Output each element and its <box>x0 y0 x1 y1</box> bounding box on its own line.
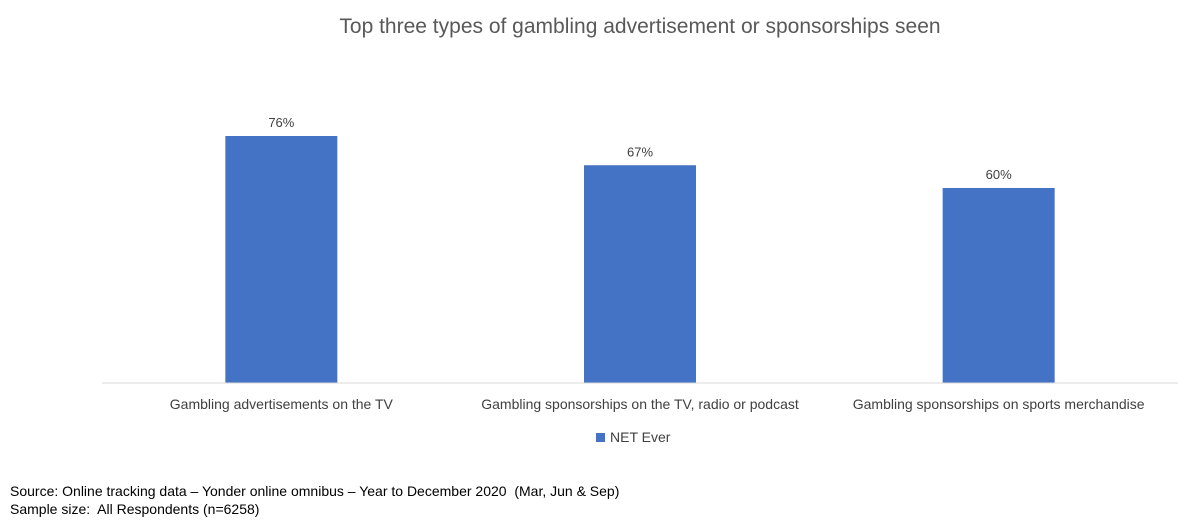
data-label: 60% <box>986 167 1012 182</box>
category-label: Gambling sponsorships on the TV, radio o… <box>481 396 799 412</box>
category-label: Gambling advertisements on the TV <box>170 396 394 412</box>
sample-size-note: Sample size: All Respondents (n=6258) <box>10 501 260 517</box>
chart-title: Top three types of gambling advertisemen… <box>339 15 940 38</box>
data-label: 67% <box>627 144 653 159</box>
chart-footer: Source: Online tracking data – Yonder on… <box>10 482 619 518</box>
bars-layer <box>225 136 1055 383</box>
labels-layer: 76% Gambling advertisements on the TV 67% G… <box>170 115 1145 412</box>
bar <box>225 136 338 383</box>
legend: NET Ever <box>596 429 671 445</box>
legend-label: NET Ever <box>610 429 671 445</box>
bar-chart: Top three types of gambling advertisemen… <box>102 15 1178 445</box>
legend-swatch <box>596 433 605 442</box>
bar <box>942 188 1055 383</box>
category-label: Gambling sponsorships on sports merchand… <box>853 396 1145 412</box>
bar <box>584 165 696 383</box>
source-note: Source: Online tracking data – Yonder on… <box>10 483 620 499</box>
data-label: 76% <box>268 115 294 130</box>
